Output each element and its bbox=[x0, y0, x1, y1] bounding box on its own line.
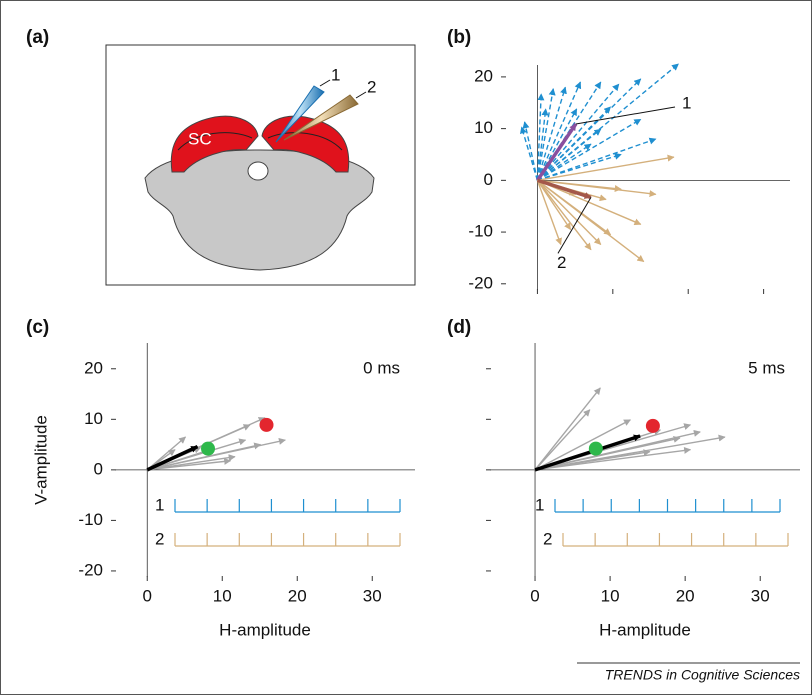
vector bbox=[537, 154, 675, 182]
region-label: SC bbox=[188, 129, 212, 148]
vector bbox=[537, 179, 612, 236]
mean-vector bbox=[536, 178, 592, 200]
panel-label: (d) bbox=[447, 317, 471, 338]
vector bbox=[534, 429, 701, 471]
electrode-2 bbox=[283, 94, 359, 141]
vector bbox=[520, 126, 539, 181]
leader bbox=[575, 106, 676, 125]
vector bbox=[536, 93, 545, 181]
leader bbox=[557, 197, 592, 254]
vector bbox=[537, 143, 592, 181]
vector bbox=[536, 108, 549, 181]
annotation: 5 ms bbox=[748, 358, 785, 377]
x-tick-label: 10 bbox=[213, 586, 232, 605]
raster-label: 1 bbox=[155, 495, 164, 514]
vector bbox=[537, 179, 642, 226]
panel-label: (a) bbox=[26, 27, 49, 48]
electrode-1 bbox=[275, 85, 325, 143]
y-tick-label: 20 bbox=[84, 358, 103, 377]
mean-vector bbox=[146, 445, 199, 472]
mean-vector bbox=[535, 122, 578, 182]
vector bbox=[537, 137, 657, 182]
vector bbox=[534, 446, 692, 471]
vector bbox=[147, 442, 262, 471]
x-tick-label: 0 bbox=[530, 586, 539, 605]
leader bbox=[355, 91, 367, 99]
point bbox=[588, 441, 603, 456]
annotation: 0 ms bbox=[363, 358, 400, 377]
vector bbox=[536, 179, 592, 251]
y-tick-label: -20 bbox=[78, 560, 103, 579]
vector bbox=[522, 121, 539, 181]
x-tick-label: 30 bbox=[363, 586, 382, 605]
y-tick-label: 10 bbox=[84, 409, 103, 428]
brainstem bbox=[144, 149, 375, 271]
vector bbox=[536, 180, 562, 246]
x-tick-label: 30 bbox=[751, 586, 770, 605]
brain-diagram: SC 1 2 bbox=[105, 44, 416, 286]
point bbox=[201, 441, 215, 456]
raster-label: 2 bbox=[155, 529, 164, 548]
vector bbox=[536, 108, 578, 181]
x-tick-label: 20 bbox=[676, 586, 695, 605]
x-axis-label: H-amplitude bbox=[599, 620, 691, 639]
vector bbox=[537, 179, 622, 192]
electrode-label: 2 bbox=[367, 77, 376, 96]
colliculus-left bbox=[170, 115, 259, 173]
electrode-label: 1 bbox=[331, 65, 340, 84]
y-axis-label: V-amplitude bbox=[31, 415, 50, 505]
mean-vector bbox=[534, 434, 641, 472]
vector bbox=[537, 152, 622, 182]
leader bbox=[319, 79, 331, 87]
vector bbox=[536, 179, 572, 231]
vector bbox=[536, 128, 602, 181]
x-tick-label: 10 bbox=[601, 586, 620, 605]
series-label: 2 bbox=[557, 253, 566, 272]
vector bbox=[536, 81, 582, 181]
vector bbox=[536, 63, 679, 181]
vector bbox=[534, 409, 591, 471]
vector bbox=[534, 419, 631, 471]
y-tick-label: -10 bbox=[468, 222, 493, 241]
panel-label: (c) bbox=[26, 317, 49, 338]
series-label: 1 bbox=[682, 93, 691, 112]
y-tick-label: 0 bbox=[94, 459, 103, 478]
raster-label: 1 bbox=[535, 495, 544, 514]
vector bbox=[534, 449, 651, 471]
point bbox=[645, 418, 660, 433]
vector bbox=[147, 457, 232, 471]
vector bbox=[536, 106, 612, 181]
aqueduct bbox=[247, 161, 269, 181]
layer-line bbox=[177, 132, 253, 151]
y-tick-label: -20 bbox=[468, 273, 493, 292]
x-tick-label: 20 bbox=[288, 586, 307, 605]
panel-label: (b) bbox=[447, 27, 471, 48]
vector bbox=[536, 83, 620, 181]
x-tick-label: 0 bbox=[143, 586, 152, 605]
vector bbox=[536, 179, 602, 245]
y-tick-label: 0 bbox=[484, 170, 493, 189]
credit: TRENDS in Cognitive Sciences bbox=[605, 667, 800, 683]
layer-line bbox=[267, 132, 343, 151]
y-tick-label: -10 bbox=[78, 510, 103, 529]
vector bbox=[534, 387, 601, 471]
point bbox=[259, 417, 274, 432]
vector bbox=[536, 86, 567, 181]
x-axis-label: H-amplitude bbox=[219, 620, 311, 639]
y-tick-label: 20 bbox=[474, 66, 493, 85]
raster-label: 2 bbox=[543, 529, 552, 548]
y-tick-label: 10 bbox=[474, 118, 493, 137]
